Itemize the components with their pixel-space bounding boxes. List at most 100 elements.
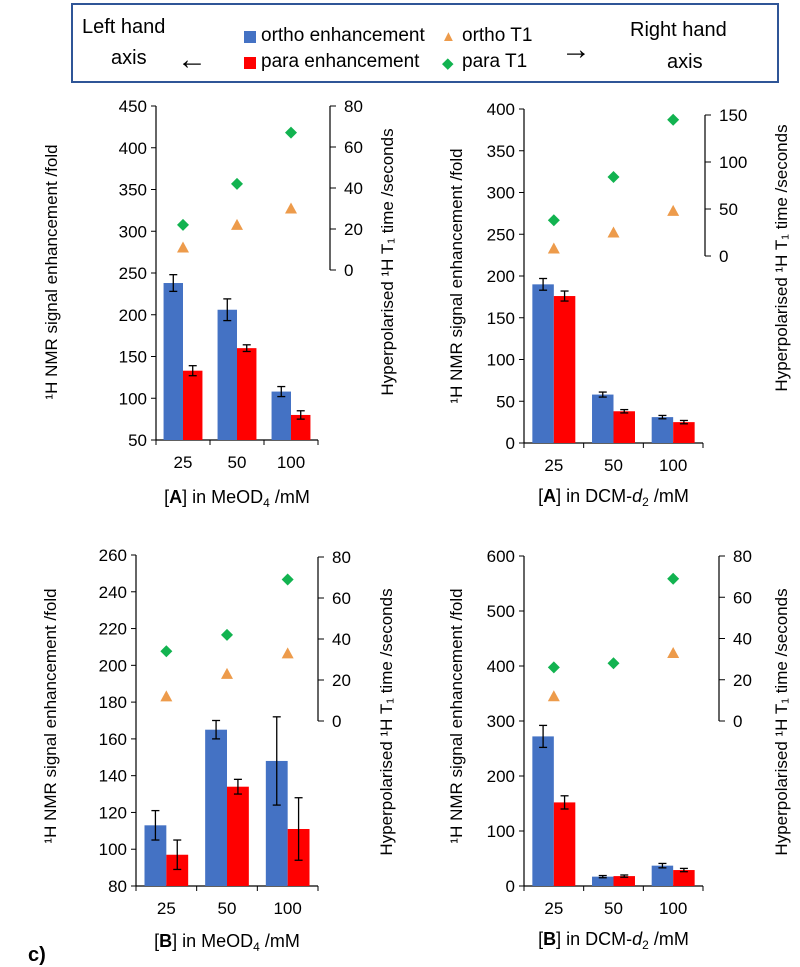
left-axis-tick-label: 400 — [487, 657, 515, 676]
para-t1-point — [547, 661, 560, 674]
left-axis-tick-label: 200 — [487, 767, 515, 786]
chart-top-right: 0 50 100 150 200 250 300 350 400 25 50 100 0 50 100 150… — [447, 100, 791, 509]
ortho-t1-point — [231, 218, 243, 230]
right-axis-tick-label: 20 — [332, 671, 351, 690]
ortho-enhancement-bar — [217, 309, 237, 440]
left-axis-tick-label: 350 — [487, 142, 515, 161]
ortho-enhancement-swatch-icon — [244, 31, 256, 43]
ortho-t1-point — [607, 226, 620, 238]
ortho-enhancement-bar — [651, 865, 674, 886]
ortho-t1-point — [667, 646, 680, 658]
legend-left-axis-label-line2: axis — [111, 47, 147, 69]
ortho-t1-point — [221, 667, 233, 679]
right-axis-tick-label: 100 — [719, 153, 747, 172]
para-t1-diamond-icon: ◆ — [442, 55, 454, 72]
legend-ortho-enhancement: ortho enhancement — [261, 25, 425, 46]
ortho-enhancement-bar — [651, 417, 674, 443]
right-axis-tick-label: 0 — [344, 261, 353, 280]
para-t1-point — [285, 126, 297, 139]
left-axis-title: ¹H NMR signal enhancement /fold — [447, 588, 466, 843]
ortho-t1-point — [547, 690, 560, 702]
left-axis-tick-label: 250 — [119, 264, 147, 283]
right-axis-tick-label: 40 — [332, 630, 351, 649]
legend-left-axis-label-line1: Left hand — [82, 16, 166, 38]
legend: Left hand axis ← ortho enhancement para … — [71, 3, 779, 83]
ortho-enhancement-bar — [532, 284, 554, 443]
chart-bottom-left: 80 100 120 140 160 180 200 220 240 260 25 50 100 0 20 4… — [41, 546, 396, 954]
left-axis-tick-label: 80 — [108, 877, 127, 896]
ortho-t1-point — [177, 241, 189, 253]
left-axis-tick-label: 160 — [99, 730, 127, 749]
para-t1-point — [221, 628, 233, 641]
right-axis-tick-label: 60 — [344, 138, 363, 157]
left-axis-tick-label: 120 — [99, 803, 127, 822]
right-axis-tick-label: 40 — [733, 630, 752, 649]
ortho-enhancement-bar — [163, 283, 183, 440]
left-axis-tick-label: 600 — [487, 547, 515, 566]
right-axis-tick-label: 40 — [344, 179, 363, 198]
left-axis-tick-label: 100 — [119, 389, 147, 408]
x-axis-title: [B] in DCM-d2 /mM — [538, 929, 689, 952]
x-tick-label: 25 — [544, 899, 563, 918]
left-axis-tick-label: 180 — [99, 693, 127, 712]
x-tick-label: 50 — [228, 453, 247, 472]
right-axis-tick-label: 0 — [733, 712, 742, 731]
x-tick-label: 100 — [659, 456, 687, 475]
para-t1-point — [547, 214, 560, 227]
para-t1-point — [607, 171, 620, 184]
ortho-t1-point — [285, 202, 297, 214]
right-axis-title: Hyperpolarised ¹H T₁ time /seconds — [772, 588, 791, 855]
para-enhancement-bar — [553, 802, 576, 886]
ortho-enhancement-bar — [592, 876, 614, 886]
ortho-enhancement-bar — [265, 760, 288, 886]
x-tick-label: 100 — [277, 453, 305, 472]
x-tick-label: 100 — [273, 899, 301, 918]
para-enhancement-bar — [673, 422, 695, 443]
right-axis-tick-label: 80 — [344, 97, 363, 116]
left-axis-tick-label: 50 — [496, 392, 515, 411]
chart-top-left: 50 100 150 200 250 300 350 400 450 25 50 100 0 20 40 60… — [42, 97, 397, 510]
right-axis-tick-label: 60 — [733, 588, 752, 607]
right-axis-tick-label: 80 — [332, 548, 351, 567]
x-tick-label: 100 — [659, 899, 687, 918]
left-arrow-icon: ← — [177, 43, 207, 76]
legend-right-axis-label-line2: axis — [667, 51, 703, 73]
left-axis-tick-label: 400 — [487, 100, 515, 119]
left-axis-tick-label: 450 — [119, 97, 147, 116]
legend-para-t1: para T1 — [462, 51, 528, 72]
legend-para-enhancement: para enhancement — [261, 51, 420, 72]
ortho-t1-point — [547, 242, 560, 254]
ortho-t1-point — [281, 647, 294, 659]
left-axis-tick-label: 500 — [487, 602, 515, 621]
right-axis-title: Hyperpolarised ¹H T₁ time /seconds — [378, 128, 397, 395]
left-axis-tick-label: 220 — [99, 620, 127, 639]
right-axis-tick-label: 80 — [733, 547, 752, 566]
left-axis-tick-label: 0 — [506, 434, 515, 453]
right-arrow-icon: → — [561, 33, 591, 66]
right-axis-tick-label: 60 — [332, 589, 351, 608]
ortho-t1-point — [667, 204, 680, 216]
right-axis-tick-label: 150 — [719, 106, 747, 125]
para-t1-point — [607, 657, 620, 670]
left-axis-tick-label: 50 — [128, 431, 147, 450]
ortho-t1-triangle-icon: ▲ — [441, 28, 456, 45]
para-t1-point — [231, 177, 243, 190]
x-tick-label: 25 — [544, 456, 563, 475]
x-axis-title: [A] in DCM-d2 /mM — [538, 486, 689, 509]
left-axis-tick-label: 250 — [487, 225, 515, 244]
x-tick-label: 50 — [604, 456, 623, 475]
x-tick-label: 25 — [174, 453, 193, 472]
left-axis-tick-label: 0 — [506, 877, 515, 896]
chart-bottom-right: 0 100 200 300 400 500 600 25 50 100 0 20 40 60 80 ¹H NM… — [447, 547, 791, 952]
para-t1-point — [281, 573, 294, 586]
left-axis-tick-label: 300 — [487, 712, 515, 731]
para-enhancement-swatch-icon — [244, 57, 256, 69]
left-axis-tick-label: 350 — [119, 181, 147, 200]
ortho-enhancement-bar — [144, 825, 167, 886]
panel-label-fragment: c) — [28, 944, 46, 966]
para-enhancement-bar — [227, 786, 249, 886]
left-axis-tick-label: 150 — [119, 348, 147, 367]
ortho-enhancement-bar — [592, 394, 614, 443]
para-enhancement-bar — [166, 854, 189, 886]
